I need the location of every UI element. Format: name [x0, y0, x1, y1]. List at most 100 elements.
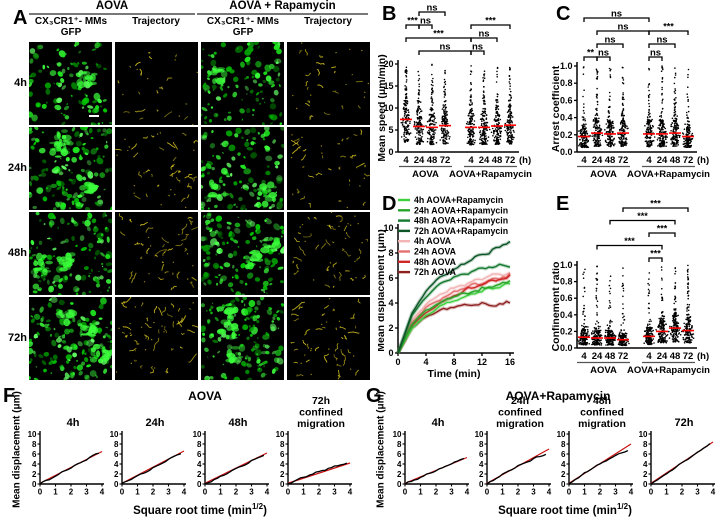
y-tick-label: 6: [397, 450, 402, 459]
displacement-trace: [121, 453, 182, 484]
panel-f-x-label-sup: 1/2: [251, 502, 264, 511]
column-header-trajectory-2-text: Trajectory: [304, 16, 352, 27]
x-tick-label: 3: [695, 488, 700, 497]
panel-f-x-label-end: ): [263, 504, 267, 517]
y-tick-label: 2: [643, 470, 648, 479]
y-tick-label: 0: [32, 480, 37, 489]
y-tick-label: 6: [197, 450, 202, 459]
column-header-gfp-1: CX₃CR1⁺- MMs GFP: [20, 16, 122, 38]
miniplot-title-line: 4h: [67, 417, 80, 429]
miniplot-title-line: confined: [498, 407, 542, 419]
y-tick-label: 0: [561, 480, 566, 489]
y-tick-label: 4: [114, 460, 119, 469]
y-tick-label: 2: [388, 323, 393, 333]
x-tick-label: 0: [567, 488, 572, 497]
trajectory-image-row2-col4: [287, 127, 370, 210]
y-tick-label: 0: [197, 480, 202, 489]
significance-label: ***: [624, 236, 635, 246]
panel-g-x-label-end: ): [628, 504, 632, 517]
x-tick-label: 3: [449, 488, 454, 497]
x-tick-label: 1: [53, 488, 58, 497]
median-lines-C: [578, 132, 694, 138]
group-header-aova-underline: [29, 13, 195, 15]
column-header-gfp-2-line2: GFP: [232, 27, 254, 38]
significance-label: ***: [485, 16, 496, 26]
row-label-48h: 48h: [8, 247, 27, 259]
miniplot-title-line: 24h: [511, 395, 529, 407]
significance-label: ns: [617, 22, 628, 33]
panel-f-title: AOVA: [188, 389, 222, 403]
y-tick-label: 0.0: [560, 343, 573, 353]
y-tick-label: 0.8: [560, 78, 573, 88]
mean-displacement-line-chart: 0 2 4 6 8 10 0 4 8 12 16 Mean displacement (μm) Time…: [378, 195, 515, 380]
legend-entry-label: 4h AOVA: [414, 236, 452, 246]
x-tick-label: 3: [332, 488, 337, 497]
x-tick-label: 3: [531, 488, 536, 497]
y-tick-label: 10: [110, 430, 119, 439]
legend-entry-label: 72h AOVA+Rapamycin: [414, 226, 508, 236]
scatter-dots-C: [578, 65, 694, 149]
gfp-microscopy-image-row4-col3: [201, 297, 284, 380]
panel-f-x-label-main: Square root time (min: [133, 504, 252, 517]
trajectory-image-row3-col2: [115, 212, 198, 295]
x-axis-C: 4 24 48 72 4 24 48 72 (h)AOVA AOVA+Rapamycin: [577, 155, 710, 180]
x-tick-label: 24: [657, 155, 668, 166]
trajectory-image-row4-col2: [115, 297, 198, 380]
y-axis-C: 0.0 0.2 0.4 0.6 0.8 1.0: [560, 61, 577, 157]
panel-d-label: D: [382, 193, 397, 215]
x-tick-label: 0: [203, 488, 208, 497]
significance-label: ***: [407, 16, 418, 26]
column-header-gfp-1-line1: CX₃CR1⁺- MMs: [34, 16, 108, 27]
x-tick-label: 24: [414, 155, 425, 166]
x-tick-label: 0: [38, 488, 43, 497]
y-tick-label: 6: [561, 450, 566, 459]
x-tick-label: 24: [479, 155, 490, 166]
y-tick-label: 10: [276, 430, 285, 439]
gfp-microscopy-image-row3-col1: [29, 212, 112, 295]
y-tick-label: 2: [280, 470, 285, 479]
y-tick-label: 8: [32, 440, 37, 449]
displacement-trace: [404, 457, 465, 485]
x-tick-label: 48: [427, 155, 438, 166]
x-tick-label: 3: [166, 488, 171, 497]
axes-D: 0 2 4 6 8 10 0 4 8 12 16: [383, 223, 515, 367]
x-tick-label: 72: [440, 155, 451, 166]
y-tick-label: 2: [32, 470, 37, 479]
x-tick-label: 3: [249, 488, 254, 497]
y-tick-label: 5: [388, 125, 393, 135]
significance-label: ***: [663, 22, 674, 32]
gfp-microscopy-image-row4-col1: [29, 297, 112, 380]
y-tick-label: 4: [32, 460, 37, 469]
y-tick-label: 1.0: [560, 61, 573, 71]
miniplot-title-line: migration: [297, 418, 345, 430]
y-tick-label: 6: [643, 450, 648, 459]
x-tick-label: 3: [84, 488, 89, 497]
y-tick-label: 10: [557, 430, 566, 439]
significance-label: ns: [478, 29, 489, 40]
y-tick-label: 8: [280, 440, 285, 449]
x-tick-label: 0: [649, 488, 654, 497]
significance-label: ns: [604, 35, 615, 46]
trajectory-image-row4-col4: [287, 297, 370, 380]
x-tick-label: 4: [100, 488, 105, 497]
y-tick-label: 6: [388, 273, 393, 283]
y-tick-label: 1.0: [560, 260, 573, 270]
panel-e-label: E: [556, 193, 570, 215]
miniplot-title-line: confined: [299, 407, 343, 419]
x-tick-label: 0: [485, 488, 490, 497]
x-tick-label: 2: [69, 488, 74, 497]
x-tick-label: 4: [465, 488, 470, 497]
gfp-microscopy-image-row1-col1: [29, 42, 112, 125]
trajectory-image-row2-col2: [115, 127, 198, 210]
displacement-trace: [39, 452, 100, 485]
scale-bar: [89, 115, 99, 117]
x-tick-label: 48: [670, 155, 681, 166]
significance-label: ns: [439, 42, 450, 53]
panel-g-title: AOVA+Rapamycin: [505, 389, 611, 403]
gfp-microscopy-image-row2-col3: [201, 127, 284, 210]
